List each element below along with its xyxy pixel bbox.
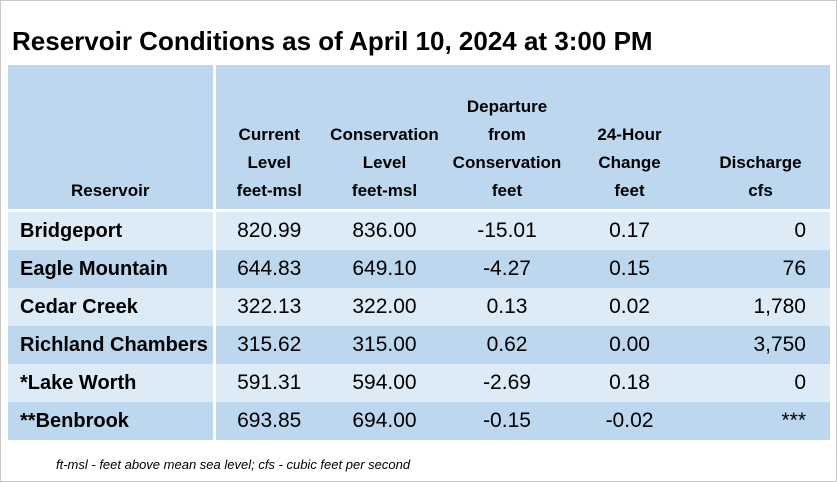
cell-conservation-level: 836.00 [323,209,446,250]
cell-conservation-level: 594.00 [323,364,446,402]
column-header-discharge: Discharge cfs [691,65,830,211]
column-header-conservation-level: Conservation Level feet-msl [323,65,446,211]
reservoir-table: Reservoir Current Level feet-msl Conserv… [8,65,830,440]
cell-conservation-level: 315.00 [323,326,446,364]
table-row: Bridgeport 820.99 836.00 -15.01 0.17 0 [8,209,830,250]
cell-discharge: 1,780 [691,288,830,326]
cell-24-hour-change: 0.15 [568,250,691,288]
cell-discharge: 0 [691,209,830,250]
cell-current-level: 644.83 [214,250,323,288]
cell-conservation-level: 649.10 [323,250,446,288]
cell-current-level: 322.13 [214,288,323,326]
cell-reservoir: **Benbrook [8,402,216,440]
cell-departure: -2.69 [446,364,568,402]
cell-24-hour-change: 0.00 [568,326,691,364]
cell-current-level: 315.62 [214,326,323,364]
column-header-24-hour-change: 24-Hour Change feet [568,65,691,211]
column-header-departure: Departure from Conservation feet [446,65,568,211]
cell-current-level: 591.31 [214,364,323,402]
table-row: Richland Chambers 315.62 315.00 0.62 0.0… [8,326,830,364]
cell-current-level: 820.99 [214,209,323,250]
column-header-current-level: Current Level feet-msl [214,65,323,211]
page-title: Reservoir Conditions as of April 10, 202… [12,26,653,56]
cell-24-hour-change: -0.02 [568,402,691,440]
cell-departure: 0.62 [446,326,568,364]
cell-discharge: 76 [691,250,830,288]
column-header-reservoir: Reservoir [8,65,216,211]
cell-conservation-level: 322.00 [323,288,446,326]
cell-discharge: 0 [691,364,830,402]
cell-departure: 0.13 [446,288,568,326]
cell-reservoir: Eagle Mountain [8,250,216,288]
cell-departure: -0.15 [446,402,568,440]
cell-current-level: 693.85 [214,402,323,440]
cell-reservoir: *Lake Worth [8,364,216,402]
footnote: ft-msl - feet above mean sea level; cfs … [56,457,411,472]
cell-reservoir: Richland Chambers [8,326,216,364]
cell-24-hour-change: 0.17 [568,209,691,250]
table-row: *Lake Worth 591.31 594.00 -2.69 0.18 0 [8,364,830,402]
cell-discharge: 3,750 [691,326,830,364]
cell-reservoir: Bridgeport [8,209,216,250]
header-row: Reservoir Current Level feet-msl Conserv… [8,65,830,211]
cell-conservation-level: 694.00 [323,402,446,440]
cell-departure: -15.01 [446,209,568,250]
table-row: Cedar Creek 322.13 322.00 0.13 0.02 1,78… [8,288,830,326]
cell-departure: -4.27 [446,250,568,288]
cell-discharge: *** [691,402,830,440]
cell-24-hour-change: 0.02 [568,288,691,326]
table-row: **Benbrook 693.85 694.00 -0.15 -0.02 *** [8,402,830,440]
cell-reservoir: Cedar Creek [8,288,216,326]
table-row: Eagle Mountain 644.83 649.10 -4.27 0.15 … [8,250,830,288]
cell-24-hour-change: 0.18 [568,364,691,402]
